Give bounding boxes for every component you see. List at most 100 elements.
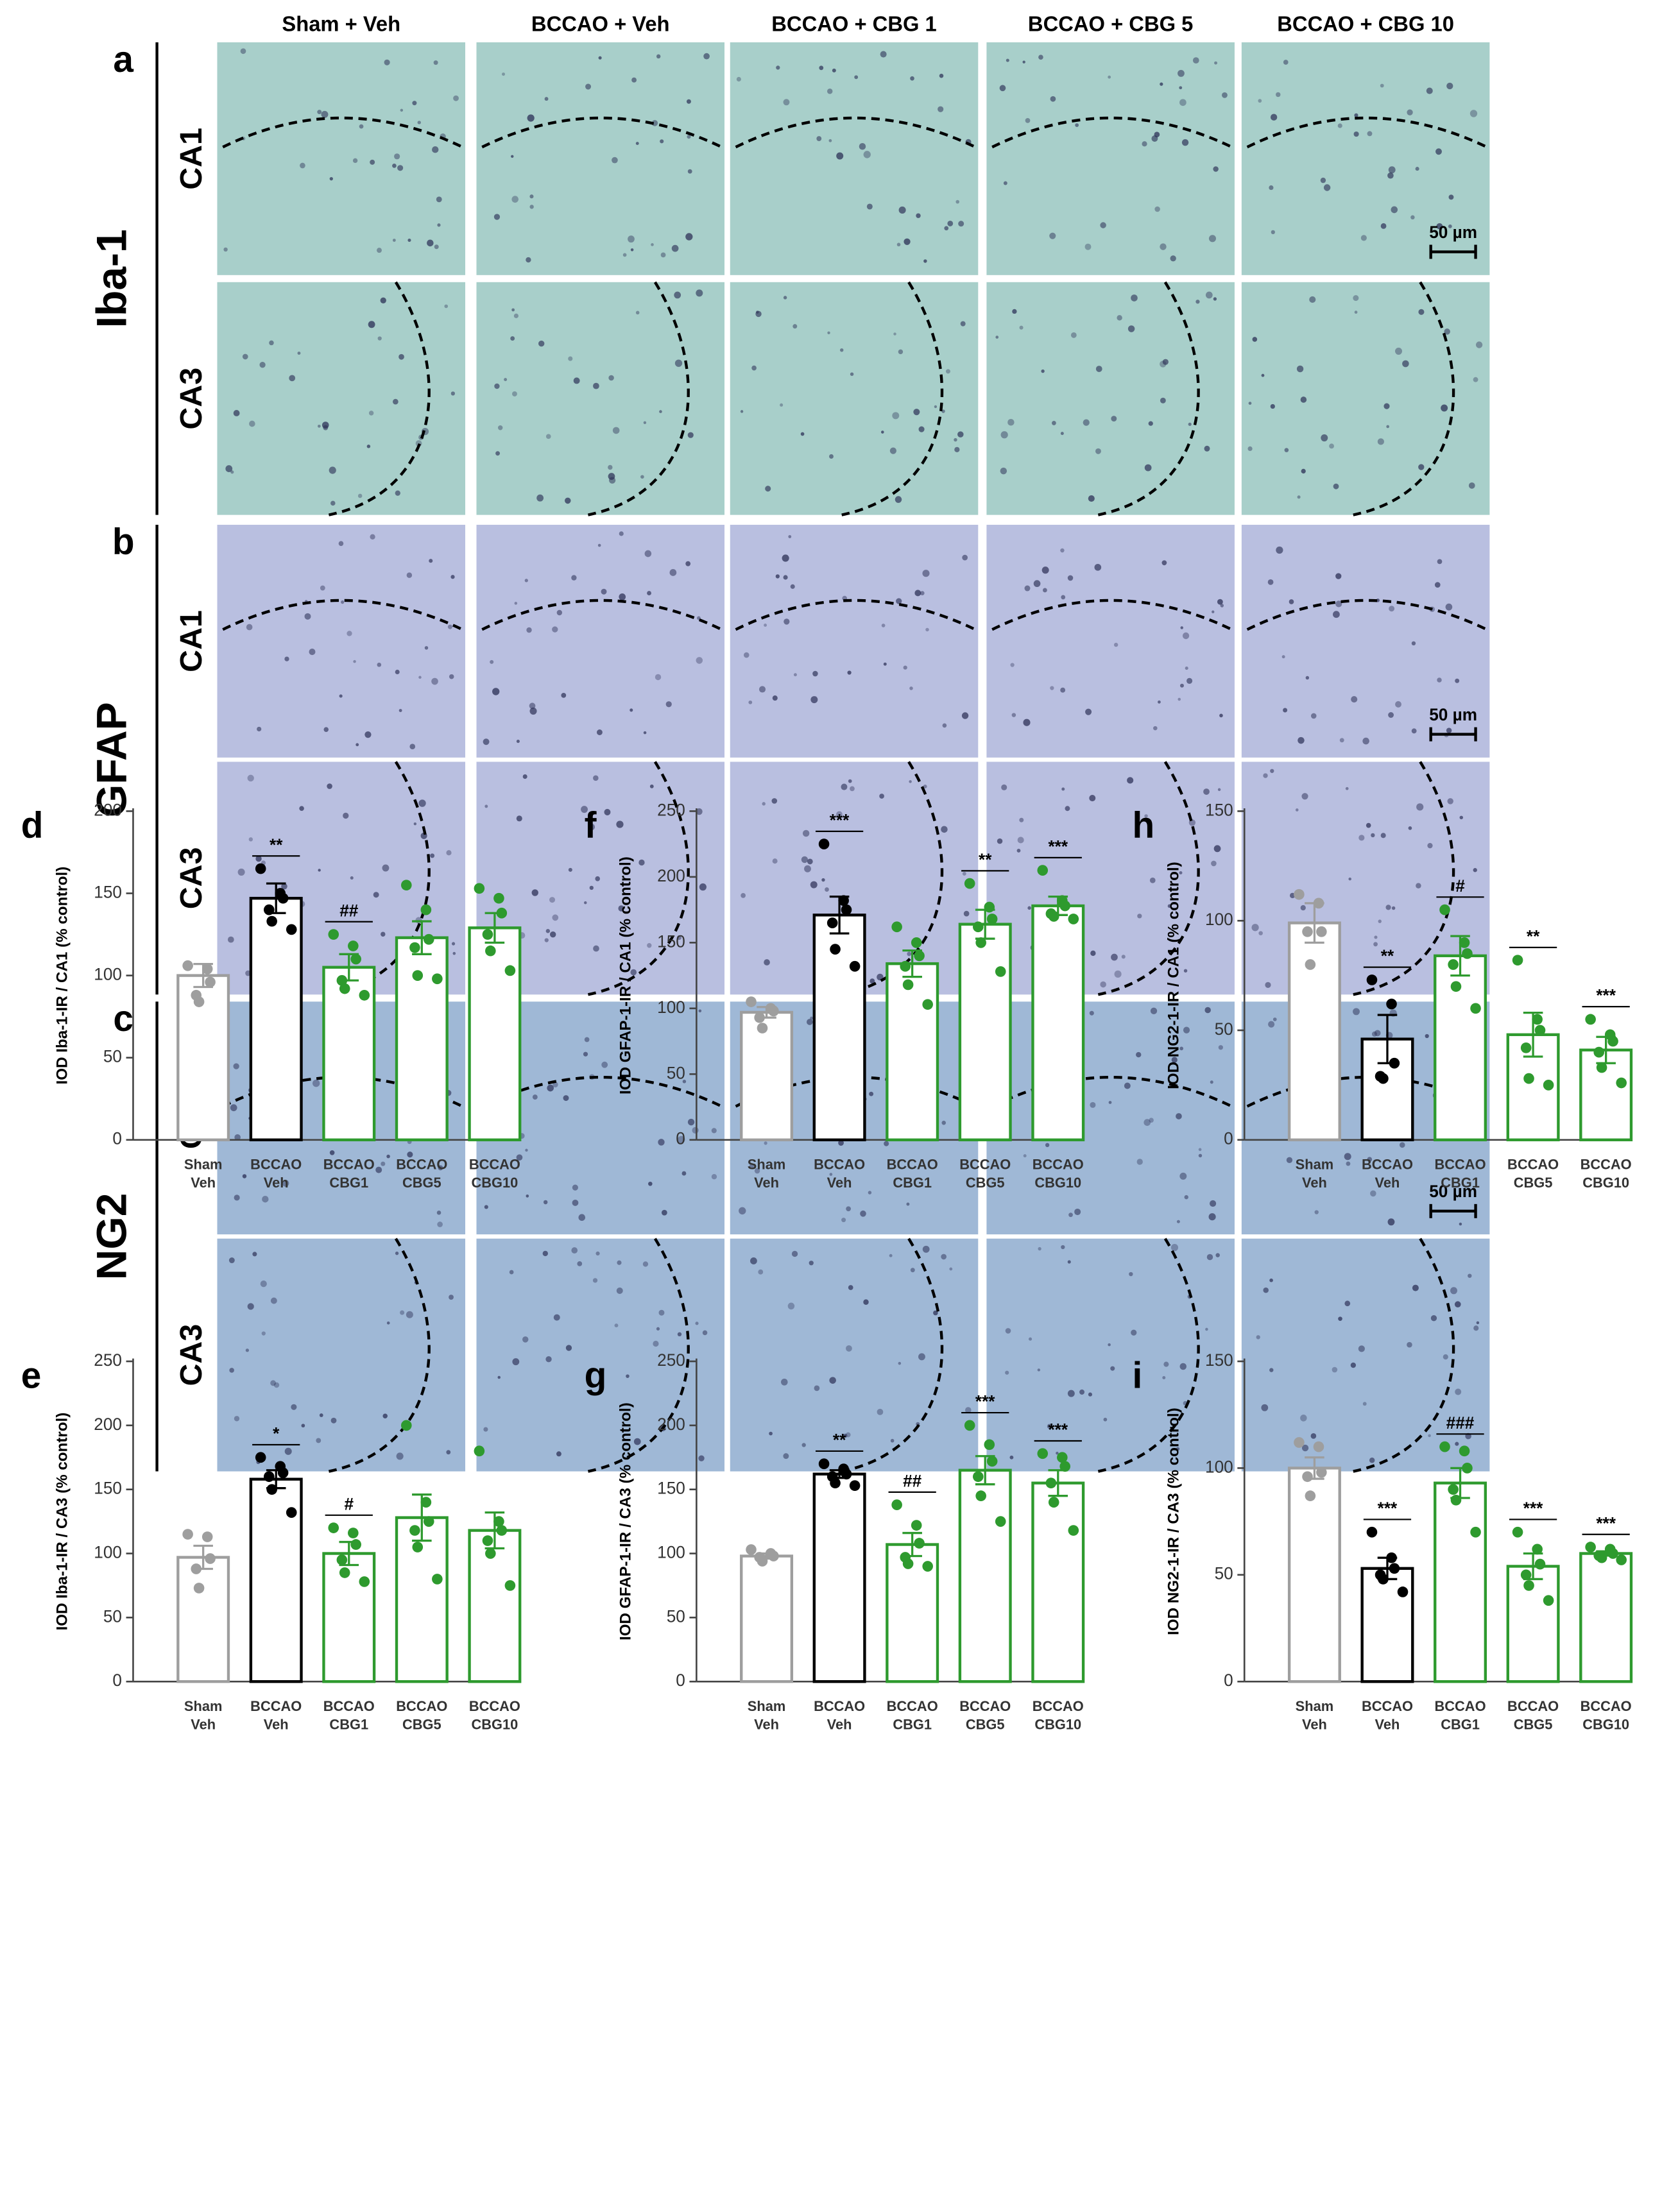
cell-speck bbox=[643, 731, 647, 735]
panel-label: d bbox=[21, 805, 44, 846]
data-point bbox=[995, 1516, 1006, 1527]
cell-speck bbox=[618, 905, 624, 912]
cell-speck bbox=[1181, 139, 1189, 146]
cell-speck bbox=[522, 1336, 529, 1343]
cell-speck bbox=[1444, 328, 1450, 335]
cell-speck bbox=[259, 362, 266, 368]
cell-speck bbox=[595, 1251, 600, 1256]
cell-speck bbox=[1473, 377, 1478, 382]
cell-speck bbox=[1095, 366, 1102, 372]
cell-speck bbox=[1041, 566, 1049, 574]
data-point bbox=[973, 1471, 984, 1483]
data-point bbox=[401, 1420, 412, 1431]
cell-speck bbox=[1027, 906, 1031, 910]
x-tick-label-line: CBG1 bbox=[893, 1716, 932, 1732]
cell-speck bbox=[783, 99, 790, 106]
cell-speck bbox=[847, 670, 852, 675]
data-point bbox=[182, 960, 193, 971]
cell-speck bbox=[449, 674, 454, 679]
data-point bbox=[1470, 1526, 1481, 1538]
cell-speck bbox=[648, 1181, 653, 1186]
cell-speck bbox=[1389, 606, 1395, 612]
x-tick-label-line: BCCAO bbox=[1362, 1697, 1413, 1714]
y-axis-label: IOD NG2-1-IR / CA1 (% control) bbox=[1165, 862, 1182, 1089]
data-point bbox=[1470, 1003, 1481, 1014]
cell-speck bbox=[954, 447, 960, 452]
cell-speck bbox=[1353, 295, 1359, 302]
cell-speck bbox=[1378, 919, 1382, 923]
cell-speck bbox=[1395, 701, 1401, 708]
cell-speck bbox=[234, 1134, 241, 1141]
data-point bbox=[818, 1458, 830, 1470]
data-point bbox=[359, 989, 370, 1001]
cell-speck bbox=[526, 257, 531, 263]
cell-speck bbox=[1358, 835, 1365, 841]
cell-speck bbox=[608, 464, 613, 470]
cell-speck bbox=[1204, 445, 1210, 452]
cell-speck bbox=[1183, 1026, 1190, 1034]
cell-speck bbox=[914, 590, 921, 597]
cell-speck bbox=[1121, 955, 1126, 959]
cell-speck bbox=[255, 855, 262, 862]
cell-speck bbox=[329, 466, 336, 474]
cell-speck bbox=[1269, 185, 1274, 191]
y-tick-label: 150 bbox=[94, 1479, 122, 1498]
cell-speck bbox=[841, 783, 848, 790]
cell-speck bbox=[800, 432, 805, 436]
cell-speck bbox=[1025, 117, 1031, 123]
cell-speck bbox=[1204, 1007, 1211, 1014]
cell-speck bbox=[829, 454, 834, 459]
cell-speck bbox=[284, 1447, 292, 1455]
x-tick-label: BCCAO CBG5 bbox=[959, 1156, 1011, 1191]
cell-speck bbox=[854, 75, 859, 80]
scale-bar-label: 50 µm bbox=[1429, 223, 1477, 242]
cell-speck bbox=[960, 321, 966, 327]
cell-speck bbox=[1176, 1220, 1180, 1223]
cell-speck bbox=[622, 253, 627, 257]
cell-speck bbox=[612, 427, 620, 434]
data-point bbox=[1523, 1580, 1534, 1591]
y-tick-label: 200 bbox=[94, 1415, 122, 1434]
cell-speck bbox=[1213, 845, 1221, 853]
cell-speck bbox=[377, 336, 382, 341]
cell-speck bbox=[816, 136, 822, 142]
cell-speck bbox=[942, 723, 947, 728]
cell-speck bbox=[619, 531, 624, 536]
cell-speck bbox=[543, 1200, 548, 1205]
data-point bbox=[1593, 1046, 1605, 1058]
cell-speck bbox=[1248, 402, 1252, 405]
cell-speck bbox=[868, 1191, 872, 1195]
cell-speck bbox=[1337, 123, 1342, 128]
micrograph bbox=[730, 1238, 979, 1472]
x-tick-label: BCCAO CBG10 bbox=[1581, 1697, 1632, 1732]
cell-speck bbox=[1258, 99, 1262, 103]
data-point bbox=[1520, 1042, 1532, 1053]
cell-speck bbox=[677, 1332, 682, 1337]
data-point bbox=[1302, 1471, 1313, 1483]
cell-speck bbox=[1075, 123, 1079, 128]
cell-speck bbox=[490, 659, 494, 664]
cell-speck bbox=[1090, 950, 1096, 957]
cell-speck bbox=[1314, 1210, 1319, 1214]
region-label: CA3 bbox=[174, 1324, 209, 1386]
cell-speck bbox=[436, 196, 442, 203]
cell-speck bbox=[432, 146, 439, 153]
cell-speck bbox=[601, 588, 607, 595]
cell-speck bbox=[532, 1094, 538, 1100]
cell-speck bbox=[359, 124, 364, 129]
cell-speck bbox=[1127, 777, 1134, 784]
cell-speck bbox=[1475, 341, 1483, 348]
bar bbox=[886, 962, 939, 1141]
data-point bbox=[830, 944, 841, 955]
cell-speck bbox=[516, 1154, 523, 1161]
y-axis-label: IOD Iba-1-IR / CA1 (% control) bbox=[54, 867, 71, 1085]
cell-speck bbox=[762, 802, 766, 806]
cell-speck bbox=[1428, 1434, 1431, 1438]
cell-speck bbox=[588, 823, 595, 831]
cell-speck bbox=[577, 1261, 583, 1266]
cell-speck bbox=[1270, 404, 1275, 409]
cell-speck bbox=[1028, 1337, 1032, 1341]
x-tick-label-line: Veh bbox=[1302, 1716, 1327, 1732]
cell-speck bbox=[529, 707, 537, 715]
cell-speck bbox=[1270, 769, 1274, 773]
